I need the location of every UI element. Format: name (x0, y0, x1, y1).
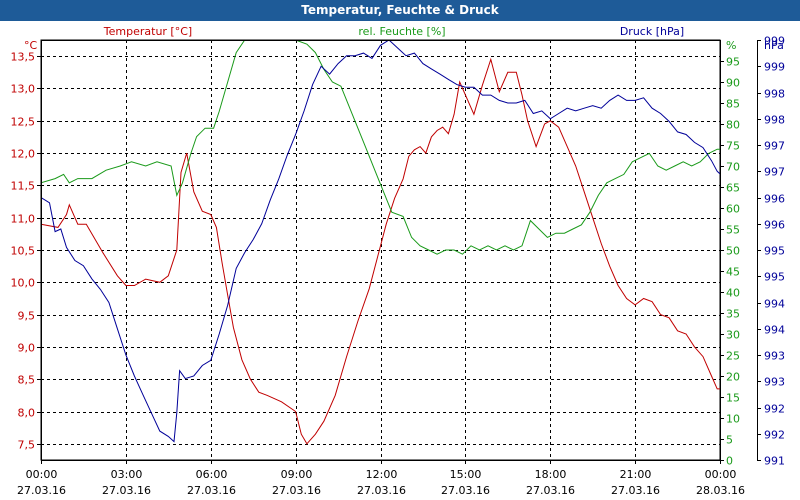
x-tick-label-date: 27.03.16 (357, 484, 406, 497)
x-tick-label-time: 12:00 (366, 468, 398, 481)
humidity-tick-label: 5 (726, 434, 733, 447)
pressure-tick-label: 991 (764, 455, 785, 468)
humidity-axis-title: rel. Feuchte [%] (358, 25, 445, 38)
temperature-tick-label: 13,5 (11, 51, 36, 64)
x-tick-label-date: 27.03.16 (102, 484, 151, 497)
x-tick-label-date: 28.03.16 (696, 484, 745, 497)
x-tick-label-time: 09:00 (281, 468, 313, 481)
pressure-tick-label: 993 (764, 376, 785, 389)
humidity-tick-label: 85 (726, 98, 740, 111)
humidity-tick-label: 60 (726, 203, 740, 216)
pressure-tick-label: 994 (764, 298, 785, 311)
plot-frame (41, 40, 721, 461)
humidity-tick-label: 0 (726, 455, 733, 468)
humidity-tick-label: 90 (726, 77, 740, 90)
x-tick-label-date: 27.03.16 (272, 484, 321, 497)
pressure-tick-label: 994 (764, 324, 785, 337)
x-tick-label-time: 18:00 (535, 468, 567, 481)
x-tick-label-date: 27.03.16 (526, 484, 575, 497)
pressure-axis-title: Druck [hPa] (620, 25, 684, 38)
x-tick-label-date: 27.03.16 (187, 484, 236, 497)
humidity-tick-label: 10 (726, 413, 740, 426)
pressure-tick-label: 996 (764, 219, 785, 232)
humidity-tick-label: 50 (726, 245, 740, 258)
x-tick-label-time: 21:00 (620, 468, 652, 481)
window-title: Temperatur, Feuchte & Druck (0, 0, 800, 21)
pressure-tick-label: 995 (764, 271, 785, 284)
humidity-unit: % (726, 39, 736, 52)
temperature-axis-title: Temperatur [°C] (103, 25, 192, 38)
humidity-tick-label: 65 (726, 182, 740, 195)
temperature-tick-label: 12,0 (11, 148, 36, 161)
temperature-tick-label: 7,5 (18, 439, 36, 452)
humidity-tick-label: 30 (726, 329, 740, 342)
pressure-tick-label: 997 (764, 166, 785, 179)
temperature-tick-label: 9,0 (18, 342, 36, 355)
pressure-unit: hPa (764, 39, 784, 52)
x-tick-label-date: 27.03.16 (17, 484, 66, 497)
pressure-tick-label: 992 (764, 403, 785, 416)
temperature-tick-label: 12,5 (11, 116, 36, 129)
x-tick-label-date: 27.03.16 (611, 484, 660, 497)
pressure-series-line (41, 40, 720, 443)
pressure-tick-label: 999 (764, 61, 785, 74)
temperature-tick-label: 11,0 (11, 213, 36, 226)
temperature-tick-label: 8,5 (18, 374, 36, 387)
pressure-tick-label: 997 (764, 140, 785, 153)
x-tick-label-time: 00:00 (705, 468, 737, 481)
pressure-tick-label: 999 (764, 35, 785, 48)
humidity-series-line (41, 40, 720, 255)
temperature-tick-label: 9,5 (18, 310, 36, 323)
pressure-tick-label: 992 (764, 429, 785, 442)
x-tick-label-time: 15:00 (450, 468, 482, 481)
temperature-tick-label: 10,5 (11, 245, 36, 258)
temperature-tick-label: 10,0 (11, 277, 36, 290)
humidity-tick-label: 45 (726, 266, 740, 279)
temperature-series-line (41, 57, 720, 445)
humidity-tick-label: 25 (726, 350, 740, 363)
x-tick-label-date: 27.03.16 (441, 484, 490, 497)
humidity-tick-label: 70 (726, 161, 740, 174)
pressure-tick-label: 998 (764, 114, 785, 127)
humidity-tick-label: 80 (726, 119, 740, 132)
temperature-tick-label: 8,0 (18, 407, 36, 420)
pressure-tick-label: 996 (764, 193, 785, 206)
x-tick-label-time: 06:00 (196, 468, 228, 481)
humidity-tick-label: 75 (726, 140, 740, 153)
temperature-unit: °C (24, 39, 38, 52)
humidity-tick-label: 20 (726, 371, 740, 384)
humidity-tick-label: 15 (726, 392, 740, 405)
humidity-tick-label: 35 (726, 308, 740, 321)
pressure-tick-label: 998 (764, 88, 785, 101)
x-tick-label-time: 00:00 (26, 468, 58, 481)
humidity-tick-label: 40 (726, 287, 740, 300)
humidity-tick-label: 55 (726, 224, 740, 237)
pressure-tick-label: 993 (764, 350, 785, 363)
temperature-tick-label: 11,5 (11, 180, 36, 193)
x-tick-label-time: 03:00 (111, 468, 143, 481)
humidity-tick-label: 95 (726, 56, 740, 69)
pressure-tick-label: 995 (764, 245, 785, 258)
temperature-tick-label: 13,0 (11, 83, 36, 96)
